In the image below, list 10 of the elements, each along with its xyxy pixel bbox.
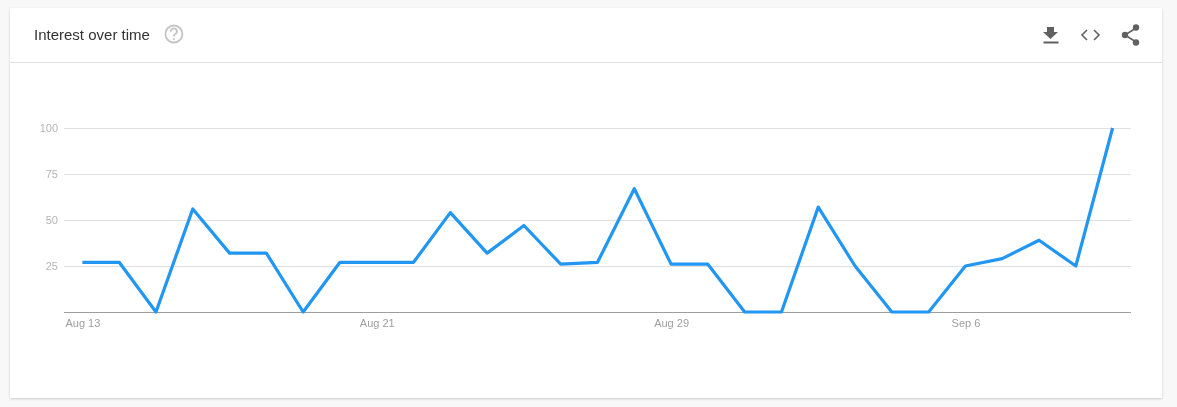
y-tick-label: 75: [45, 168, 58, 181]
line-series: [80, 126, 1115, 314]
y-tick-label: 100: [39, 122, 58, 135]
x-tick-label: Sep 6: [951, 317, 981, 330]
chart-title: Interest over time: [34, 26, 150, 43]
x-tick-label: Aug 29: [654, 317, 690, 330]
x-tick-label: Aug 13: [65, 317, 101, 330]
x-tick-label: Aug 21: [359, 317, 395, 330]
y-tick-label: 50: [45, 214, 58, 227]
y-tick-label: 25: [45, 260, 58, 273]
